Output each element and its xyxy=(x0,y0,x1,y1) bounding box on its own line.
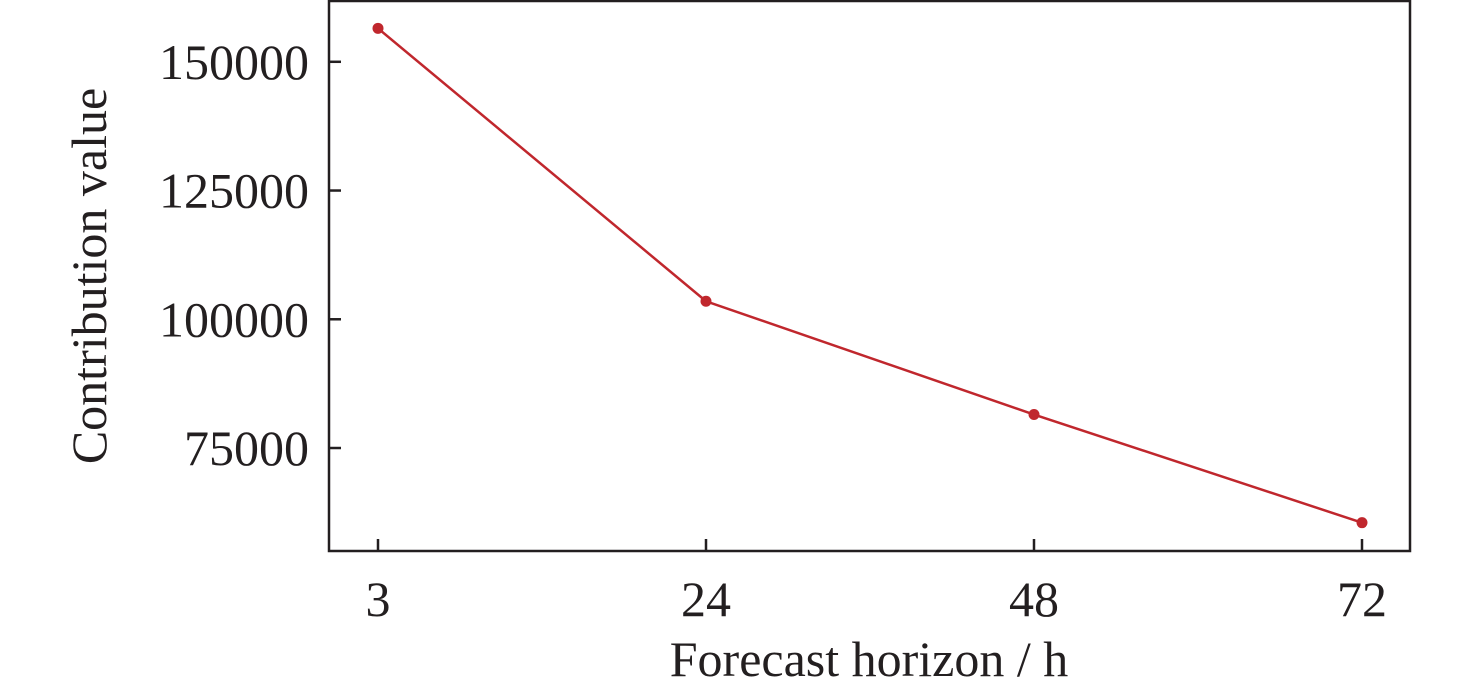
series-layer xyxy=(372,22,1368,529)
y-axis-title: Contribution value xyxy=(61,88,117,464)
y-axis: 75000 100000 125000 150000 xyxy=(159,34,341,476)
x-tick-label: 72 xyxy=(1337,571,1387,627)
x-tick-label: 24 xyxy=(681,571,731,627)
series-line xyxy=(377,27,1363,524)
plot-frame xyxy=(327,0,1412,553)
y-tick-label: 75000 xyxy=(184,420,309,476)
y-tick-label: 150000 xyxy=(159,34,309,90)
x-tick-label: 48 xyxy=(1009,571,1059,627)
data-point xyxy=(1356,517,1368,529)
data-point xyxy=(1028,409,1040,421)
y-tick-label: 125000 xyxy=(159,163,309,219)
data-point xyxy=(372,22,384,34)
x-tick-label: 3 xyxy=(366,571,391,627)
y-tick-label: 100000 xyxy=(159,291,309,347)
data-point xyxy=(700,295,712,307)
x-axis: 3 24 48 72 xyxy=(366,539,1387,627)
x-axis-title: Forecast horizon / h xyxy=(670,631,1069,687)
